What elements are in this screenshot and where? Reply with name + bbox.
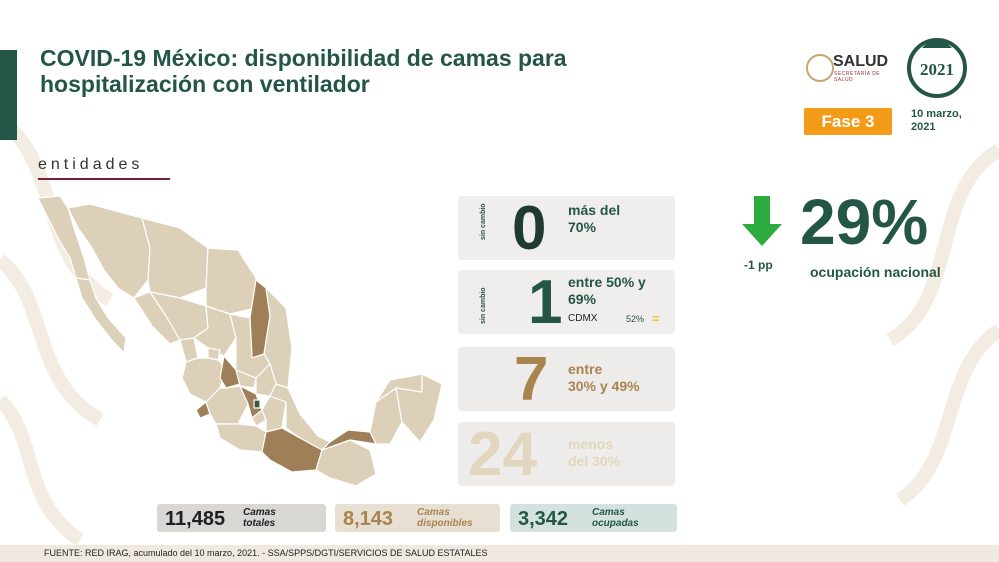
stat-label-line-1: Camas [417, 507, 450, 518]
card-range-line-2: 69% [568, 291, 597, 307]
date-line-1: 10 marzo, [911, 108, 962, 120]
section-label: entidades [38, 156, 144, 173]
phase-badge: Fase 3 [804, 108, 892, 135]
stat-total-beds: 11,485 Camas totales [157, 504, 326, 532]
salud-emblem-icon [806, 54, 834, 82]
down-arrow-icon [742, 196, 782, 246]
card-range-line-2: 70% [568, 219, 597, 235]
card-entity-name: CDMX [568, 313, 598, 324]
card-count: 1 [528, 268, 563, 337]
salud-logo-subtext: SECRETARÍA DE SALUD [834, 71, 881, 83]
card-range-line-1: menos [568, 436, 614, 452]
stat-label-line-1: Camas [592, 507, 625, 518]
card-range-line-2: 30% y 49% [568, 378, 640, 394]
stat-label-line-2: disponibles [417, 518, 473, 529]
state-chihuahua [141, 217, 209, 299]
card-side-label: sin cambio [480, 287, 487, 324]
stat-occupied-beds: 3,342 Camas ocupadas [510, 504, 677, 532]
stat-number: 3,342 [518, 508, 569, 530]
state-guerrero [215, 423, 267, 453]
section-underline [38, 178, 170, 180]
card-range-line-1: más del [568, 202, 621, 218]
card-count: 24 [468, 420, 537, 489]
salud-logo-text: SALUD [833, 53, 889, 70]
state-queretaro [235, 369, 257, 389]
national-change: -1 pp [744, 258, 773, 272]
accent-bar [0, 50, 17, 140]
stat-label-line-2: ocupadas [592, 518, 639, 529]
state-puebla [261, 395, 287, 433]
category-card-above-70: sin cambio 0 más del 70% [458, 196, 675, 260]
logo-2021-text: 2021 [920, 60, 954, 79]
state-quintana-roo [395, 373, 443, 443]
report-date: 10 marzo, 2021 [911, 108, 981, 134]
card-range-line-1: entre 50% y [568, 274, 646, 290]
title-line-2: hospitalización con ventilador [40, 71, 370, 97]
mexico-states-map [37, 195, 443, 487]
category-card-50-69: sin cambio 1 entre 50% y 69% CDMX 52% = [458, 270, 675, 334]
state-chiapas [315, 439, 377, 487]
card-count: 0 [512, 194, 547, 263]
footer-source: FUENTE: RED IRAG, acumulado del 10 marzo… [44, 548, 488, 558]
card-range-label: entre 30% y 49% [568, 361, 640, 395]
date-line-2: 2021 [911, 121, 936, 133]
equal-icon: = [652, 311, 660, 326]
stat-number: 11,485 [165, 508, 226, 530]
mexico-2021-logo-icon: 2021 [907, 38, 967, 98]
state-baja-california-sur [75, 277, 127, 354]
card-count: 7 [514, 345, 549, 414]
stat-available-beds: 8,143 Camas disponibles [335, 504, 500, 532]
stat-label-line-1: Camas [243, 507, 276, 518]
stat-label-line-2: totales [243, 518, 276, 529]
page-title: COVID-19 México: disponibilidad de camas… [40, 45, 680, 97]
card-range-line-2: del 30% [568, 453, 621, 469]
stat-number: 8,143 [343, 508, 394, 530]
card-range-label: entre 50% y 69% [568, 274, 646, 308]
stat-label: Camas totales [243, 507, 276, 529]
state-coahuila [205, 247, 257, 315]
state-cdmx [253, 399, 261, 409]
card-range-label: más del 70% [568, 202, 620, 236]
stat-label: Camas ocupadas [592, 507, 639, 529]
footer-bar [0, 545, 999, 562]
category-card-30-49: 7 entre 30% y 49% [458, 347, 675, 411]
card-range-line-1: entre [568, 361, 603, 377]
card-entity-value: 52% [626, 314, 645, 324]
title-line-1: COVID-19 México: disponibilidad de camas… [40, 45, 567, 71]
national-occupancy-value: 29% [800, 186, 929, 258]
national-occupancy-label: ocupación nacional [810, 264, 941, 280]
state-guanajuato [219, 355, 241, 389]
salud-logo: SALUD SECRETARÍA DE SALUD [800, 50, 896, 83]
stat-label: Camas disponibles [417, 507, 473, 529]
category-card-below-30: 24 menos del 30% [458, 422, 675, 486]
card-side-label: sin cambio [480, 203, 487, 240]
card-range-label: menos del 30% [568, 436, 620, 470]
